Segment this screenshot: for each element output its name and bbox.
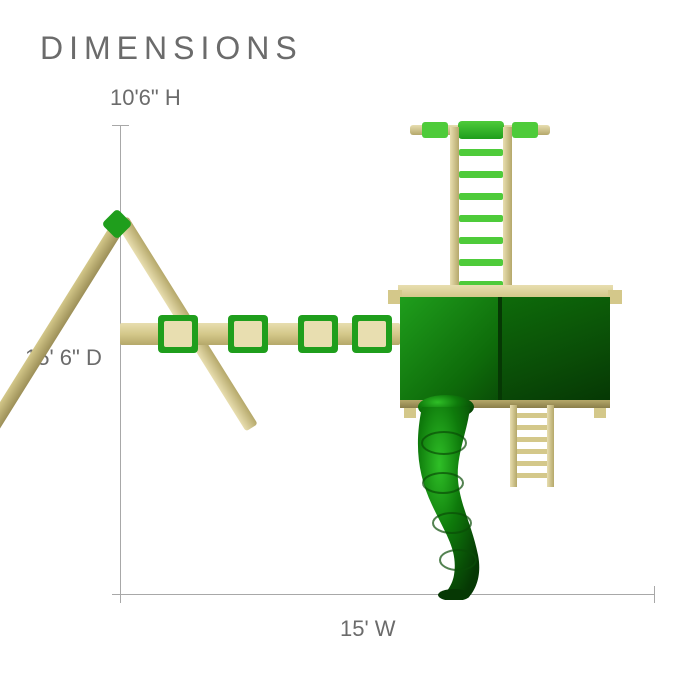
ladder-top-rung <box>459 193 503 200</box>
swing-seat-inner <box>164 321 192 347</box>
ladder-top-rung <box>459 259 503 266</box>
page-title: DIMENSIONS <box>40 30 303 67</box>
platform-trim-top <box>398 285 613 297</box>
swing-seat-inner <box>304 321 332 347</box>
ladder-bottom-rung <box>517 461 547 466</box>
swing-seat-inner <box>358 321 386 347</box>
top-crossbar-mid <box>458 121 504 139</box>
ladder-top-rung <box>459 171 503 178</box>
platform-left <box>400 297 500 400</box>
ladder-top-rung <box>459 215 503 222</box>
ladder-top-rung <box>459 149 503 156</box>
platform-foot-r <box>594 408 606 418</box>
width-label: 15' W <box>340 616 396 642</box>
ladder-top-rail-l <box>450 127 459 295</box>
ladder-bottom-rung <box>517 437 547 442</box>
height-label: 10'6" H <box>110 85 181 111</box>
aframe-leg-back <box>0 216 128 431</box>
platform-trim-corner-r <box>608 290 622 304</box>
ladder-top-rung <box>459 237 503 244</box>
playset-diagram <box>120 125 655 595</box>
top-crossbar-grip-r <box>512 122 538 138</box>
ladder-bottom-rung <box>517 449 547 454</box>
ladder-top-rail-r <box>503 127 512 295</box>
ladder-bottom-rung <box>517 425 547 430</box>
top-crossbar-grip-l <box>422 122 448 138</box>
ladder-bottom-rung <box>517 413 547 418</box>
ladder-bottom-rung <box>517 473 547 478</box>
platform-seam <box>498 297 502 400</box>
ladder-bottom-rail-l <box>510 405 517 487</box>
ladder-bottom-rail-r <box>547 405 554 487</box>
slide-icon <box>410 395 500 600</box>
swing-seat-inner <box>234 321 262 347</box>
platform-right <box>500 297 610 400</box>
